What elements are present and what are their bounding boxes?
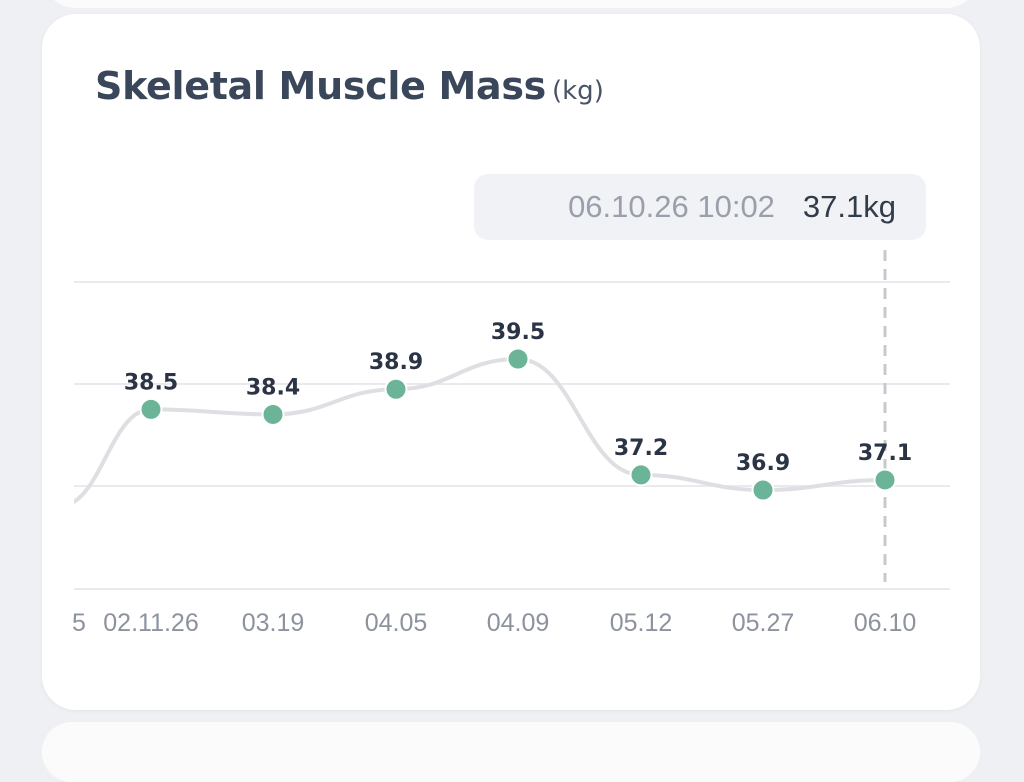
- data-point-03.19[interactable]: [261, 402, 285, 426]
- x-tick-label: 05.27: [732, 609, 795, 637]
- data-label: 38.9: [369, 350, 423, 375]
- x-tick-label: 04.05: [365, 609, 428, 637]
- selected-point-tooltip: 06.10.26 10:02 37.1kg: [474, 174, 926, 240]
- data-point-06.10[interactable]: [873, 468, 897, 492]
- data-label: 36.9: [736, 451, 790, 476]
- data-point-05.27[interactable]: [751, 478, 775, 502]
- data-label: 38.5: [124, 370, 178, 395]
- data-label: 37.1: [858, 441, 912, 466]
- x-tick-label: 05.12: [610, 609, 673, 637]
- x-tick-label: 04.09: [487, 609, 550, 637]
- data-label: 38.4: [246, 375, 300, 400]
- x-tick-label: 06.10: [854, 609, 917, 637]
- data-label: 37.2: [614, 436, 668, 461]
- card-title: Skeletal Muscle Mass (kg): [95, 64, 604, 108]
- data-label: 39.5: [491, 320, 545, 345]
- line-chart[interactable]: 38.5 38.4 38.9 39.5 37.2 36.9 37.1 5 02.11.26 03…: [42, 14, 980, 710]
- data-point-04.09[interactable]: [506, 347, 530, 371]
- previous-card: [42, 0, 980, 8]
- data-point-04.05[interactable]: [384, 377, 408, 401]
- next-card: [42, 722, 980, 782]
- data-point-02.11.26[interactable]: [139, 397, 163, 421]
- title-text: Skeletal Muscle Mass: [95, 64, 546, 108]
- data-points[interactable]: [139, 347, 897, 502]
- data-labels: 38.5 38.4 38.9 39.5 37.2 36.9 37.1: [124, 320, 912, 476]
- x-tick-label-partial: 5: [72, 609, 86, 637]
- title-unit: (kg): [551, 76, 604, 106]
- skeletal-muscle-mass-card[interactable]: Skeletal Muscle Mass (kg) 38.5 38.4 38.9 39.…: [42, 14, 980, 710]
- x-tick-label: 03.19: [242, 609, 305, 637]
- x-tick-label: 02.11.26: [103, 609, 198, 637]
- data-point-05.12[interactable]: [629, 463, 653, 487]
- tooltip-datetime: 06.10.26 10:02: [568, 189, 775, 224]
- x-axis-ticks: 5 02.11.26 03.19 04.05 04.09 05.12 05.27 06.10: [72, 609, 917, 637]
- tooltip-value: 37.1kg: [802, 189, 896, 224]
